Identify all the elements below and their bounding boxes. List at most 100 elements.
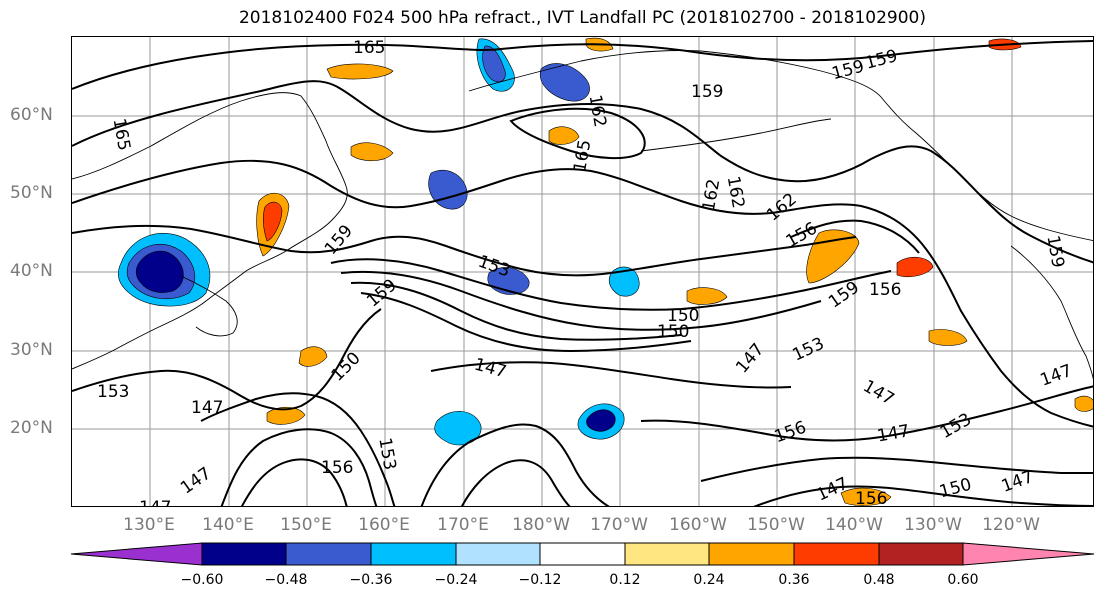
contour-label: 147 xyxy=(732,340,768,378)
contour-label: 150 xyxy=(657,322,689,342)
contour-label: 147 xyxy=(191,398,223,418)
colorbar-tick-label: −0.36 xyxy=(349,572,393,588)
contour-label: 162 xyxy=(699,177,724,212)
lat-label-60n: 60°N xyxy=(10,105,53,125)
negative-anomaly-region xyxy=(482,45,506,83)
contour-label: 159 xyxy=(830,56,867,84)
positive-anomaly-region xyxy=(350,142,394,162)
positive-anomaly-region xyxy=(326,63,394,80)
colorbar-segment xyxy=(201,542,287,566)
contour-label: 165 xyxy=(570,138,595,173)
lon-label-140w: 140°W xyxy=(825,515,883,535)
colorbar-tick-label: −0.48 xyxy=(264,572,308,588)
colorbar-tick-label: 0.48 xyxy=(863,572,895,588)
contour-label: 147 xyxy=(999,467,1036,497)
contour-line xyxy=(240,458,348,506)
contour-label: 162 xyxy=(763,189,801,225)
colorbar-tick-label: −0.12 xyxy=(518,572,562,588)
contour-label: 162 xyxy=(585,93,610,128)
lon-label-160w: 160°W xyxy=(669,515,727,535)
lon-label-170w: 170°W xyxy=(590,515,648,535)
lon-label-130e: 130°E xyxy=(123,515,175,535)
positive-anomaly-region xyxy=(928,329,968,346)
contour-line xyxy=(350,281,682,341)
map-canvas: 165 165 165 162 162 162 162 159 159 159 … xyxy=(72,37,1093,507)
map-plot-area: 165 165 165 162 162 162 162 159 159 159 … xyxy=(71,36,1094,507)
contour-line xyxy=(200,392,396,506)
lon-label-170e: 170°E xyxy=(437,515,489,535)
colorbar-segment xyxy=(539,542,626,566)
contour-label: 156 xyxy=(321,458,353,478)
contour-line xyxy=(72,159,1093,428)
lon-label-130w: 130°W xyxy=(904,515,962,535)
contour-label: 156 xyxy=(855,489,887,507)
positive-anomaly-region xyxy=(1074,395,1093,412)
contour-line xyxy=(72,80,1093,264)
contour-label: 147 xyxy=(177,463,215,498)
colorbar-tick-label: −0.24 xyxy=(434,572,478,588)
contour-line xyxy=(700,456,1093,482)
contour-label: 159 xyxy=(1042,234,1067,269)
contour-label: 147 xyxy=(876,421,911,446)
lat-label-30n: 30°N xyxy=(10,340,53,360)
negative-anomaly-region xyxy=(586,409,616,432)
colorbar-tick-label: 0.60 xyxy=(947,572,979,588)
lon-label-150e: 150°E xyxy=(280,515,332,535)
contour-label: 150 xyxy=(667,306,699,326)
contour-label: 153 xyxy=(937,409,975,443)
contour-line xyxy=(790,219,920,254)
lon-label-180w: 180°W xyxy=(512,515,570,535)
contour-label: 147 xyxy=(859,376,897,410)
asia-coastline xyxy=(72,92,348,370)
colorbar-tick-label: 0.12 xyxy=(609,572,641,588)
contour-label: 153 xyxy=(97,382,129,402)
contour-line xyxy=(753,485,1093,506)
lon-label-120w: 120°W xyxy=(982,515,1040,535)
lat-label-40n: 40°N xyxy=(10,261,53,281)
lon-label-160e: 160°E xyxy=(358,515,410,535)
negative-anomaly-region xyxy=(608,266,640,297)
positive-anomaly-region xyxy=(266,406,306,425)
contour-line xyxy=(360,292,692,353)
negative-anomaly-region xyxy=(135,250,184,293)
contour-label: 165 xyxy=(353,38,385,58)
contour-line xyxy=(72,308,382,411)
contour-label: 147 xyxy=(139,498,171,507)
contour-line xyxy=(220,428,378,506)
contour-label: 153 xyxy=(790,334,828,366)
map-title: 2018102400 F024 500 hPa refract., IVT La… xyxy=(238,8,926,28)
positive-anomaly-region xyxy=(896,256,934,278)
shaded-anomaly-patches xyxy=(118,37,1093,506)
contour-label: 159 xyxy=(363,275,401,311)
colorbar-tick-label: 0.24 xyxy=(693,572,725,588)
aleutian-islands xyxy=(640,118,832,152)
contour-line xyxy=(430,361,792,389)
contour-label: 153 xyxy=(374,436,399,471)
colorbar-segment xyxy=(878,542,964,566)
colorbar-segment xyxy=(708,542,795,566)
north-america-west-coastline xyxy=(1010,245,1093,379)
colorbar-segment xyxy=(285,542,372,566)
contour-label: 162 xyxy=(723,175,748,210)
contour-line xyxy=(640,385,1093,442)
negative-anomaly-region xyxy=(434,411,482,446)
colorbar-segment xyxy=(70,542,203,566)
korea-japan-coastline xyxy=(180,275,238,337)
contour-line xyxy=(509,107,646,160)
positive-anomaly-region xyxy=(840,487,892,506)
contour-line xyxy=(460,459,571,506)
colorbar-segment xyxy=(370,542,457,566)
contour-label: 147 xyxy=(1038,361,1075,391)
lat-label-50n: 50°N xyxy=(10,183,53,203)
contour-label: 153 xyxy=(475,252,512,282)
contour-label: 159 xyxy=(691,82,723,102)
contour-line xyxy=(340,270,822,331)
contour-label: 159 xyxy=(863,46,900,74)
positive-anomaly-region xyxy=(298,346,328,367)
contour-line xyxy=(72,224,857,277)
colorbar-tick-label: −0.60 xyxy=(180,572,224,588)
contour-label: 159 xyxy=(321,221,357,259)
refractivity-contours xyxy=(72,40,1093,506)
contour-label: 165 xyxy=(109,117,134,152)
coastlines xyxy=(72,50,1093,379)
